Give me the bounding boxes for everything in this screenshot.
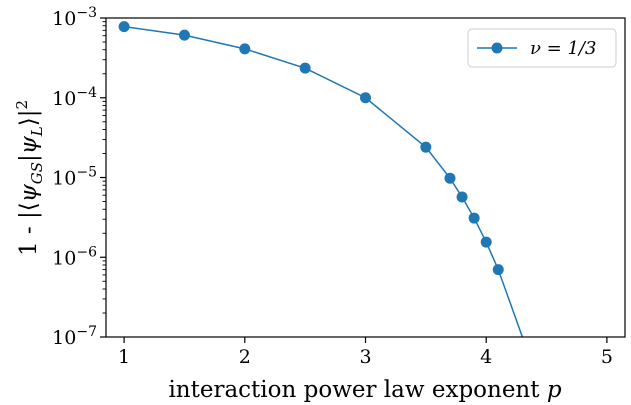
- data-point: [239, 43, 251, 55]
- data-point: [360, 92, 371, 104]
- series-layer: [118, 21, 524, 337]
- data-point: [178, 29, 190, 41]
- data-point: [456, 191, 468, 203]
- y-axis: 10−7 10−6 10−5 10−4 10−3: [52, 5, 106, 349]
- y-tick-label: 10−4: [52, 85, 97, 110]
- y-axis-label: 1 - |⟨ψGS|ψL⟩|2: [13, 100, 46, 256]
- x-tick-label: 2: [239, 346, 251, 368]
- x-axis-label: interaction power law exponent p: [168, 377, 561, 403]
- y-tick-label: 10−3: [52, 5, 97, 30]
- data-point: [299, 62, 311, 74]
- x-axis: 1 2 3 4 5: [118, 337, 613, 368]
- legend: ν = 1/3: [467, 28, 617, 68]
- legend-box: [467, 28, 617, 68]
- data-point: [480, 236, 492, 248]
- data-point: [492, 264, 504, 276]
- y-tick-label: 10−7: [52, 324, 97, 349]
- x-tick-label: 1: [118, 346, 130, 368]
- data-point: [468, 212, 480, 224]
- data-point: [444, 172, 456, 184]
- x-tick-label: 3: [359, 346, 371, 368]
- series-line: [123, 25, 524, 337]
- x-tick-label: 4: [480, 346, 492, 368]
- data-point: [118, 21, 130, 33]
- data-point: [420, 141, 432, 153]
- legend-label: ν = 1/3: [530, 38, 596, 59]
- svg-text:1 - |⟨ψGS|ψL⟩|2: 1 - |⟨ψGS|ψL⟩|2: [13, 100, 46, 256]
- y-tick-label: 10−5: [52, 165, 97, 190]
- y-tick-label: 10−6: [52, 244, 97, 269]
- x-tick-label: 5: [601, 346, 613, 368]
- legend-marker: [491, 42, 503, 54]
